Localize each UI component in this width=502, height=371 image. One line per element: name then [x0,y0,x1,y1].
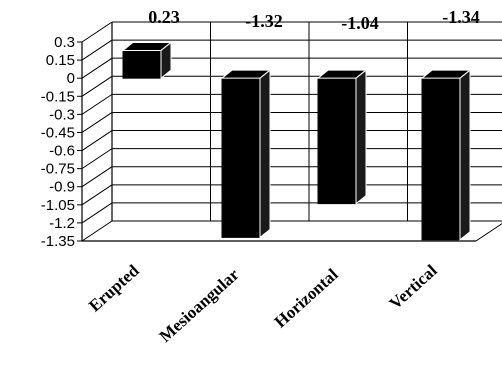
bar-front [122,49,162,79]
bar-front [221,77,261,238]
gridline-side [81,93,113,115]
data-label: -1.04 [341,13,379,33]
gridline-side [81,184,113,206]
gridline-side [81,39,113,61]
y-tick-label: -0.15 [41,88,75,105]
data-labels: 0.23 -1.32 -1.04 -1.34 [148,7,480,33]
bar-erupted [121,41,173,80]
y-tick-label: -1.05 [41,197,75,214]
bar-front [421,77,461,241]
gridline-side [81,202,113,224]
y-tick-label: -0.3 [49,106,75,123]
y-tick-label: -0.45 [41,124,75,141]
bar-horizontal [316,69,368,205]
y-axis-ticks: 0.30.150-0.15-0.3-0.45 -0.6-0.75-0.9-1.05… [41,34,75,250]
x-tick-label: Horizontal [271,265,342,332]
x-axis-ticks: Erupted Mesioangular Horizontal Vertical [85,260,441,345]
x-tick-label: Vertical [386,261,441,313]
bar-side [355,69,367,205]
floor-right-edge [475,223,502,242]
data-label: 0.23 [148,7,180,27]
y-tick-label: -0.6 [49,143,75,160]
y-tick-label: 0.15 [46,52,75,69]
gridline-side [81,166,113,188]
bar-side [259,69,271,239]
data-label: -1.32 [245,11,283,31]
bar-front [317,77,357,205]
bar-side [160,41,172,80]
y-tick-label: 0.3 [54,34,75,51]
bar-side [459,69,471,241]
gridline-side [81,112,113,133]
x-tick-label: Erupted [85,260,143,315]
gridline-side [81,57,113,79]
y-tick-label: 0 [67,70,75,87]
y-tick-label: -0.75 [41,161,75,178]
gridline-side [81,148,113,170]
data-label: -1.34 [442,7,480,27]
gridline-side [81,130,113,151]
gridline-side [81,75,113,97]
bar-mesioangular [220,69,272,239]
bar-vertical [420,69,472,241]
y-tick-label: -1.2 [49,215,75,232]
bars [121,41,472,241]
y-tick-label: -1.35 [41,233,75,250]
gridline-side [81,220,113,242]
gridline-side [81,21,113,43]
x-tick-label: Mesioangular [156,265,243,346]
y-tick-label: -0.9 [49,179,75,196]
